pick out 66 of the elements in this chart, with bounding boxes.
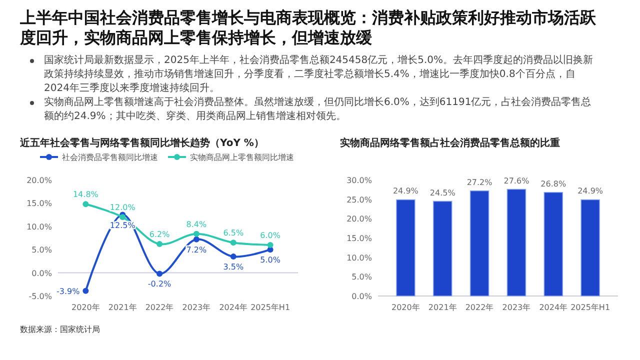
data-label: 6.2% xyxy=(149,230,170,240)
y-tick-label: 20.0% xyxy=(26,176,52,185)
y-tick-label: 10.0% xyxy=(26,222,52,232)
y-tick-label: 5.0% xyxy=(352,272,372,282)
y-tick-label: 15.0% xyxy=(346,234,372,243)
text: 国家统计局最新数据显示，2025年上半年，社会消费品零售总额245458亿元，增长5.0%。去年四季度起的消费品以旧换新政策持续持续显效，推动市场销售增速回升，分季度看，二季度社零总额增长5.4%，增速比一季度加快0.8个百分点，自2024年三季度以来季度增速持续回升。 xyxy=(43,54,594,96)
point xyxy=(120,214,126,220)
point xyxy=(267,242,274,248)
source-note: 数据来源：国家统计局 xyxy=(20,325,100,334)
data-label: 5.0% xyxy=(260,256,281,265)
bar xyxy=(580,199,600,296)
bar xyxy=(544,192,564,296)
chart-title: 实物商品网络零售额占社会消费品零售总额的比重 xyxy=(340,137,560,149)
point xyxy=(82,288,89,294)
point xyxy=(156,270,163,277)
text: 实物商品网上零售额增速高于社会消费品整体。虽然增速放缓，但仍同比增长6.0%，达到61191亿元，占社会消费品零售总额的约24.9%；其中吃类、穿类、用类商品网上销售增速相对领先。 xyxy=(43,96,592,124)
data-label: 14.8% xyxy=(72,190,99,200)
point xyxy=(230,254,236,260)
x-tick-label: 2023年 xyxy=(182,303,211,312)
x-tick-label: 2024年 xyxy=(539,303,568,312)
point xyxy=(82,201,89,208)
point xyxy=(230,240,236,246)
x-tick-label: 2022年 xyxy=(465,303,494,312)
bar xyxy=(470,190,490,296)
y-tick-label: 25.0% xyxy=(346,195,372,204)
point xyxy=(193,236,200,242)
data-label: 26.8% xyxy=(540,179,566,188)
data-label: -0.2% xyxy=(148,280,172,289)
y-tick-label: 10.0% xyxy=(346,253,372,262)
x-tick-label: 2023年 xyxy=(502,303,531,312)
x-tick-label: 2025年H1 xyxy=(570,303,610,312)
x-tick-label: 2020年 xyxy=(72,303,100,312)
y-tick-label: 0.0% xyxy=(352,292,372,301)
point xyxy=(193,230,200,237)
x-tick-label: 2021年 xyxy=(428,303,457,312)
data-label: 27.2% xyxy=(466,178,493,187)
data-label: 6.0% xyxy=(260,230,281,240)
x-tick-label: 2024年 xyxy=(219,303,248,312)
data-label: 12.0% xyxy=(110,203,136,212)
data-label: 24.9% xyxy=(392,186,419,196)
legend-label: 实物商品网上零售额同比增速 xyxy=(190,153,294,162)
bar xyxy=(396,199,416,296)
data-label: 3.5% xyxy=(223,262,244,272)
y-tick-label: 20.0% xyxy=(346,214,372,224)
text: 上半年中国社会消费品零售增长与电商表现概览：消费补贴政策利好推动市场活跃度回升，实物商品网上零售保持增长，但增速放缓 xyxy=(20,8,597,48)
data-label: 24.9% xyxy=(578,186,604,196)
legend-label: 社会消费品零售额同比增速 xyxy=(62,153,158,162)
bar xyxy=(432,200,452,296)
data-label: 8.4% xyxy=(186,220,208,229)
y-tick-label: 5.0% xyxy=(32,246,52,255)
data-label: 27.6% xyxy=(504,176,530,186)
data-label: 24.5% xyxy=(430,188,456,198)
y-tick-label: 30.0% xyxy=(346,176,372,185)
bar xyxy=(506,188,526,296)
y-tick-label: 0.0% xyxy=(32,268,52,278)
data-label: 6.5% xyxy=(223,228,244,238)
x-tick-label: 2020年 xyxy=(392,303,420,312)
data-label: 7.2% xyxy=(186,245,208,254)
x-tick-label: 2021年 xyxy=(108,303,137,312)
x-tick-label: 2025年H1 xyxy=(250,303,290,312)
point xyxy=(156,241,163,248)
data-label: -3.9% xyxy=(56,286,80,296)
chart-title: 近五年社会零售与网络零售额同比增长趋势（YoY %） xyxy=(19,137,264,149)
x-tick-label: 2022年 xyxy=(145,303,174,312)
y-tick-label: 15.0% xyxy=(26,199,52,208)
y-tick-label: -5.0% xyxy=(28,292,52,301)
